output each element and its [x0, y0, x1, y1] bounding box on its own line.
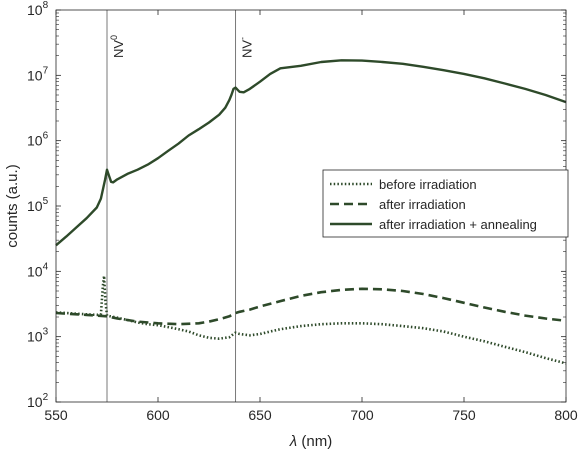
reference-line-label-sup: -: [238, 37, 248, 40]
y-tick-label: 106: [27, 131, 49, 149]
y-tick-label-base: 10: [27, 67, 43, 83]
y-tick-label-base: 10: [27, 133, 43, 149]
x-tick-label: 700: [350, 407, 374, 423]
y-tick-label-exp: 2: [43, 392, 49, 403]
y-tick-label-base: 10: [27, 394, 43, 410]
y-tick-label-exp: 8: [43, 0, 49, 11]
y-tick-label-exp: 6: [43, 131, 49, 142]
reference-line-label-text: NV: [240, 40, 255, 58]
legend-label: after irradiation + annealing: [379, 217, 537, 232]
legend: before irradiation after irradiation after…: [322, 169, 569, 238]
y-tick-label-base: 10: [27, 2, 43, 18]
y-axis-label: counts (a.u.): [4, 164, 21, 247]
y-tick-label: 108: [27, 0, 49, 18]
series-line-dotted: [55, 274, 567, 365]
y-tick-label: 105: [27, 196, 49, 214]
y-tick-label-exp: 3: [43, 327, 49, 338]
y-tick-label-base: 10: [27, 329, 43, 345]
reference-line-label-0: NV0: [109, 35, 126, 58]
x-axis-label-unit: (nm): [297, 433, 332, 450]
series-line-dashed: [55, 287, 567, 326]
y-tick-label: 104: [27, 261, 49, 279]
y-tick-label-base: 10: [27, 198, 43, 214]
x-tick-label: 550: [44, 407, 68, 423]
x-axis-label: λ (nm): [289, 433, 332, 450]
y-tick-label: 107: [27, 65, 49, 83]
legend-label: before irradiation: [379, 177, 477, 192]
series-line-solid: [55, 59, 567, 247]
x-tick-label: 800: [554, 407, 578, 423]
legend-items: before irradiation after irradiation after…: [330, 177, 537, 232]
y-tick-label-base: 10: [27, 263, 43, 279]
reference-line-label-sup: 0: [109, 35, 119, 40]
x-tick-label: 750: [452, 407, 476, 423]
reference-line-label-text: NV: [111, 40, 126, 58]
x-tick-label: 600: [146, 407, 170, 423]
x-axis-ticks: 550 600 650 700 750 800: [44, 10, 578, 423]
y-tick-label: 102: [27, 392, 49, 410]
y-tick-label-exp: 4: [43, 261, 49, 272]
x-tick-label: 650: [248, 407, 272, 423]
reference-line-label-1: NV-: [238, 37, 255, 58]
y-tick-label-exp: 5: [43, 196, 49, 207]
series-layer: [55, 59, 567, 365]
y-tick-label: 103: [27, 327, 49, 345]
y-tick-label-exp: 7: [43, 65, 49, 76]
legend-label: after irradiation: [379, 197, 466, 212]
x-axis-label-symbol: λ: [289, 433, 297, 450]
